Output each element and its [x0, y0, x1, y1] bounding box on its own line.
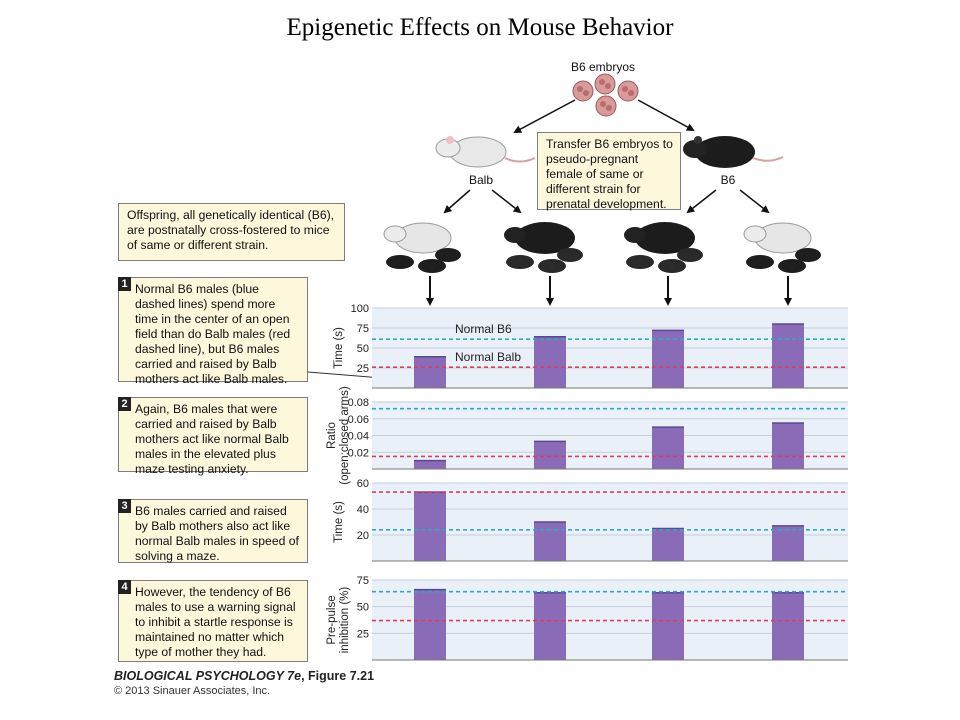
- foster-group-4: [743, 222, 821, 273]
- foster-group-2: [504, 222, 583, 273]
- note-1-text: Normal B6 males (blue dashed lines) spen…: [135, 282, 291, 386]
- chart-2-bar-2: [534, 441, 566, 469]
- chart-3-tick-label: 40: [357, 504, 369, 516]
- charts: 25 50 75 100 Normal B6 Normal Balb Time (s) 0.0…: [326, 303, 848, 661]
- balb-label: Balb: [469, 173, 493, 187]
- chart-3-bar-2: [534, 522, 566, 561]
- book-title: BIOLOGICAL PSYCHOLOGY 7e: [114, 669, 302, 683]
- note-4-box: 4 However, the tendency of B6 males to u…: [118, 580, 308, 662]
- figure-number: , Figure 7.21: [301, 669, 375, 683]
- note-1-badge: 1: [118, 277, 131, 291]
- chart-2-tick-label: 0.02: [348, 447, 369, 459]
- chart-4-y-axis-label: Pre-pulse: [326, 595, 338, 644]
- page-title: Epigenetic Effects on Mouse Behavior: [286, 14, 674, 41]
- chart-3-tick-label: 20: [357, 530, 369, 542]
- chart-2-tick-label: 0.08: [348, 397, 369, 409]
- b6-mouse-icon: [683, 136, 784, 168]
- chart-3-bar-3: [652, 528, 684, 561]
- note-4-text: However, the tendency of B6 males to use…: [135, 585, 296, 659]
- chart-1-ref-label-b6: Normal B6: [455, 322, 512, 336]
- b6-label: B6: [721, 173, 736, 187]
- offspring-box: Offspring, all genetically identical (B6…: [118, 203, 345, 261]
- note-1-box: 1 Normal B6 males (blue dashed lines) sp…: [118, 277, 308, 386]
- chart-2-tick-label: 0.04: [348, 431, 369, 443]
- chart-2-y-axis-label: Ratio: [326, 422, 338, 449]
- chart-4-bar-2: [534, 592, 566, 660]
- chart-3-bar-1: [414, 492, 446, 561]
- chart-2-bar-4: [772, 422, 804, 469]
- chart-4-tick-label: 50: [357, 602, 369, 614]
- chart-2-y-axis-label: (open:closed arms): [339, 386, 351, 485]
- chart-1-tick-label: 50: [357, 343, 369, 355]
- figure-credit: BIOLOGICAL PSYCHOLOGY 7e, Figure 7.21: [114, 669, 374, 683]
- chart-2-tick-label: 0.06: [348, 414, 369, 426]
- chart-3-bar-4: [772, 525, 804, 561]
- note-3-text: B6 males carried and raised by Balb moth…: [135, 504, 299, 563]
- note-4-badge: 4: [118, 580, 131, 594]
- transfer-box: Transfer B6 embryos to pseudo-pregnant f…: [537, 132, 681, 211]
- chart-4-tick-label: 25: [357, 628, 369, 640]
- note-2-box: 2 Again, B6 males that were carried and …: [118, 397, 308, 476]
- embryos-label: B6 embryos: [571, 60, 635, 74]
- arrow-to-balb: [513, 99, 576, 133]
- balb-mouse-icon: [435, 136, 536, 168]
- chart-4-bar-4: [772, 592, 804, 660]
- chart-1-bar-2: [534, 336, 566, 388]
- chart-1-bar-4: [772, 324, 804, 388]
- embryos-illustration: [572, 73, 639, 117]
- chart-1-tick-label: 100: [351, 303, 369, 315]
- note-2-text: Again, B6 males that were carried and ra…: [135, 402, 289, 476]
- chart-3-y-axis-label: Time (s): [333, 501, 345, 543]
- foster-group-3: [624, 222, 703, 273]
- note-2-badge: 2: [118, 397, 131, 411]
- arrow-to-b6: [637, 99, 695, 131]
- chart-1-tick-label: 75: [357, 323, 369, 335]
- chart-4-bar-3: [652, 592, 684, 660]
- foster-group-1: [383, 222, 461, 273]
- note-3-box: 3 B6 males carried and raised by Balb mo…: [118, 499, 308, 563]
- chart-3-panel: [372, 483, 848, 561]
- chart-3-tick-label: 60: [357, 478, 369, 490]
- chart-4-tick-label: 75: [357, 575, 369, 587]
- chart-1-tick-label: 25: [357, 363, 369, 375]
- chart-1-y-axis-label: Time (s): [333, 327, 345, 369]
- chart-4-bar-1: [414, 589, 446, 660]
- offspring-text: Offspring, all genetically identical (B6…: [127, 208, 335, 252]
- chart-2-bar-1: [414, 460, 446, 469]
- copyright: © 2013 Sinauer Associates, Inc.: [114, 685, 271, 697]
- chart-1-bar-1: [414, 356, 446, 388]
- note-3-badge: 3: [118, 499, 131, 513]
- chart-1-ref-label-balb: Normal Balb: [455, 350, 521, 364]
- chart-2-bar-3: [652, 427, 684, 469]
- transfer-text: Transfer B6 embryos to pseudo-pregnant f…: [546, 137, 673, 211]
- chart-4-y-axis-label: inhibition (%): [339, 587, 351, 654]
